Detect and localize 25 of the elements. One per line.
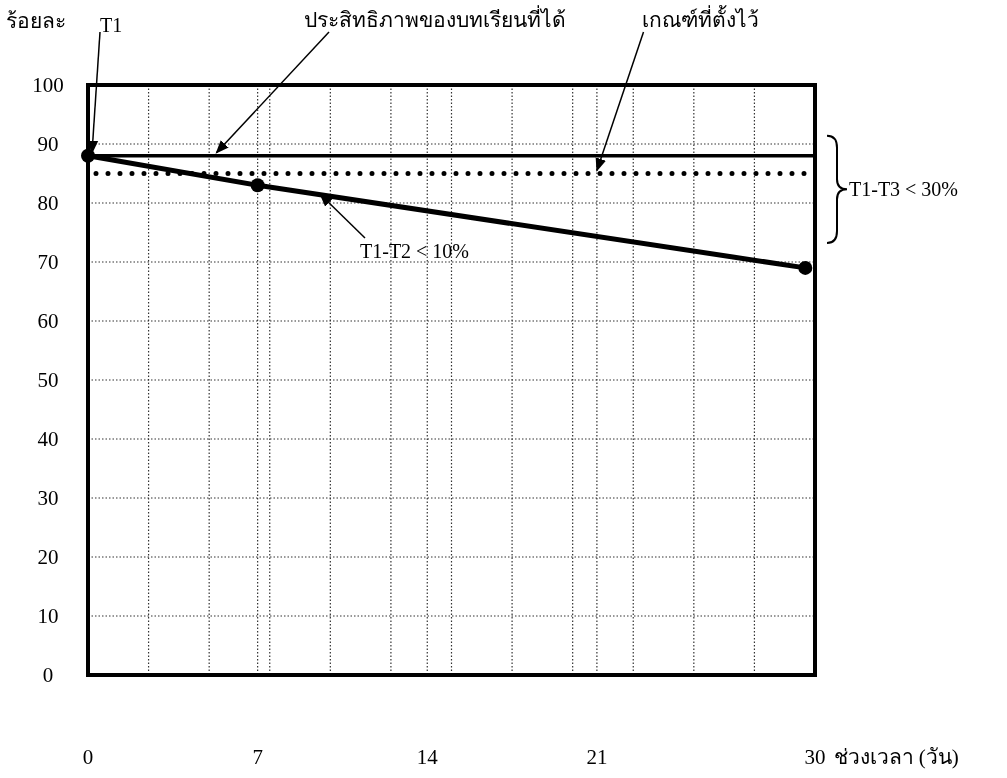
x-tick-label: 7 xyxy=(252,745,263,769)
x-tick-label: 14 xyxy=(416,745,439,769)
point xyxy=(250,178,265,193)
x-tick-label: 0 xyxy=(82,745,94,769)
point xyxy=(798,260,813,275)
y-tick-label: 90 xyxy=(37,132,59,156)
y-tick-label: 20 xyxy=(37,545,59,569)
y-tick-label: 70 xyxy=(37,250,59,274)
y-tick-label: 0 xyxy=(42,663,54,687)
y-tick-label: 40 xyxy=(37,427,59,451)
y-tick-label: 50 xyxy=(37,368,59,392)
ref-line-label: ประสิทธิภาพของบทเรียนที่ได้ xyxy=(304,5,566,32)
ref-line-label: เกณฑ์ที่ตั้งไว้ xyxy=(641,5,759,32)
x-axis-title: ช่วงเวลา (วัน) xyxy=(833,745,959,769)
y-tick-label: 100 xyxy=(32,73,64,97)
x-tick-label: 30 xyxy=(804,745,826,769)
annotation: T1-T2 < 10% xyxy=(360,240,470,262)
x-tick-label: 21 xyxy=(586,745,608,769)
annotation: T1 xyxy=(100,14,123,36)
y-tick-label: 60 xyxy=(37,309,59,333)
y-axis-title: ร้อยละ xyxy=(6,9,66,33)
y-tick-label: 80 xyxy=(37,191,59,215)
text: T1-T3 < 30% xyxy=(849,178,959,201)
y-tick-label: 30 xyxy=(37,486,59,510)
y-tick-label: 10 xyxy=(37,604,59,628)
